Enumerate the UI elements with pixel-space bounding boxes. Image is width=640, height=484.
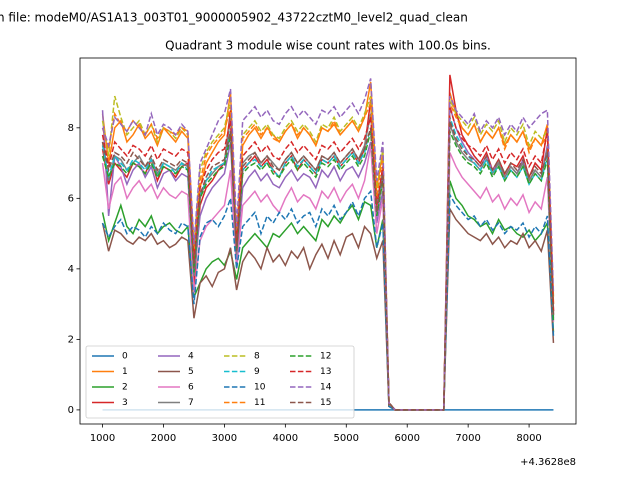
x-tick-label: 8000 <box>516 433 541 444</box>
y-tick-label: 4 <box>68 264 74 275</box>
legend-label: 5 <box>188 367 194 377</box>
y-tick-label: 6 <box>68 193 74 204</box>
legend-label: 15 <box>320 398 331 408</box>
x-tick-label: 6000 <box>394 433 419 444</box>
legend-label: 7 <box>188 398 194 408</box>
legend-label: 2 <box>122 383 128 393</box>
legend-label: 6 <box>188 383 194 393</box>
legend-label: 13 <box>320 367 331 377</box>
x-tick-label: 2000 <box>151 433 176 444</box>
series-line <box>101 106 555 411</box>
legend-label: 4 <box>188 352 194 362</box>
plot-frame <box>79 57 577 425</box>
y-tick-label: 0 <box>68 405 74 416</box>
x-tick-label: 5000 <box>334 433 359 444</box>
legend-label: 11 <box>254 398 265 408</box>
series-line <box>101 116 555 411</box>
series-line <box>101 189 555 411</box>
series-line <box>101 78 555 411</box>
chart-title: Quadrant 3 module wise count rates with … <box>165 39 491 53</box>
series-line <box>101 120 555 411</box>
legend-label: 3 <box>122 398 128 408</box>
suptitle: n file: modeM0/AS1A13_003T01_9000005902_… <box>0 11 468 25</box>
series-line <box>101 95 555 411</box>
series-line <box>101 206 555 411</box>
legend-box <box>85 345 355 419</box>
series-line <box>101 102 555 411</box>
x-tick-label: 1000 <box>90 433 115 444</box>
y-tick-label: 2 <box>68 334 74 345</box>
x-offset-label: +4.3628e8 <box>520 457 576 468</box>
legend-label: 8 <box>254 352 260 362</box>
x-tick-label: 3000 <box>212 433 237 444</box>
x-tick-label: 4000 <box>273 433 298 444</box>
legend-label: 0 <box>122 352 128 362</box>
x-tick-label: 7000 <box>455 433 480 444</box>
legend-label: 9 <box>254 367 260 377</box>
legend-label: 1 <box>122 367 128 377</box>
y-tick-label: 8 <box>68 123 74 134</box>
series-line <box>101 131 555 411</box>
series-line <box>101 145 555 411</box>
legend-label: 12 <box>320 352 331 362</box>
legend-label: 14 <box>320 383 332 393</box>
series-line <box>101 74 555 411</box>
legend-label: 10 <box>254 383 266 393</box>
